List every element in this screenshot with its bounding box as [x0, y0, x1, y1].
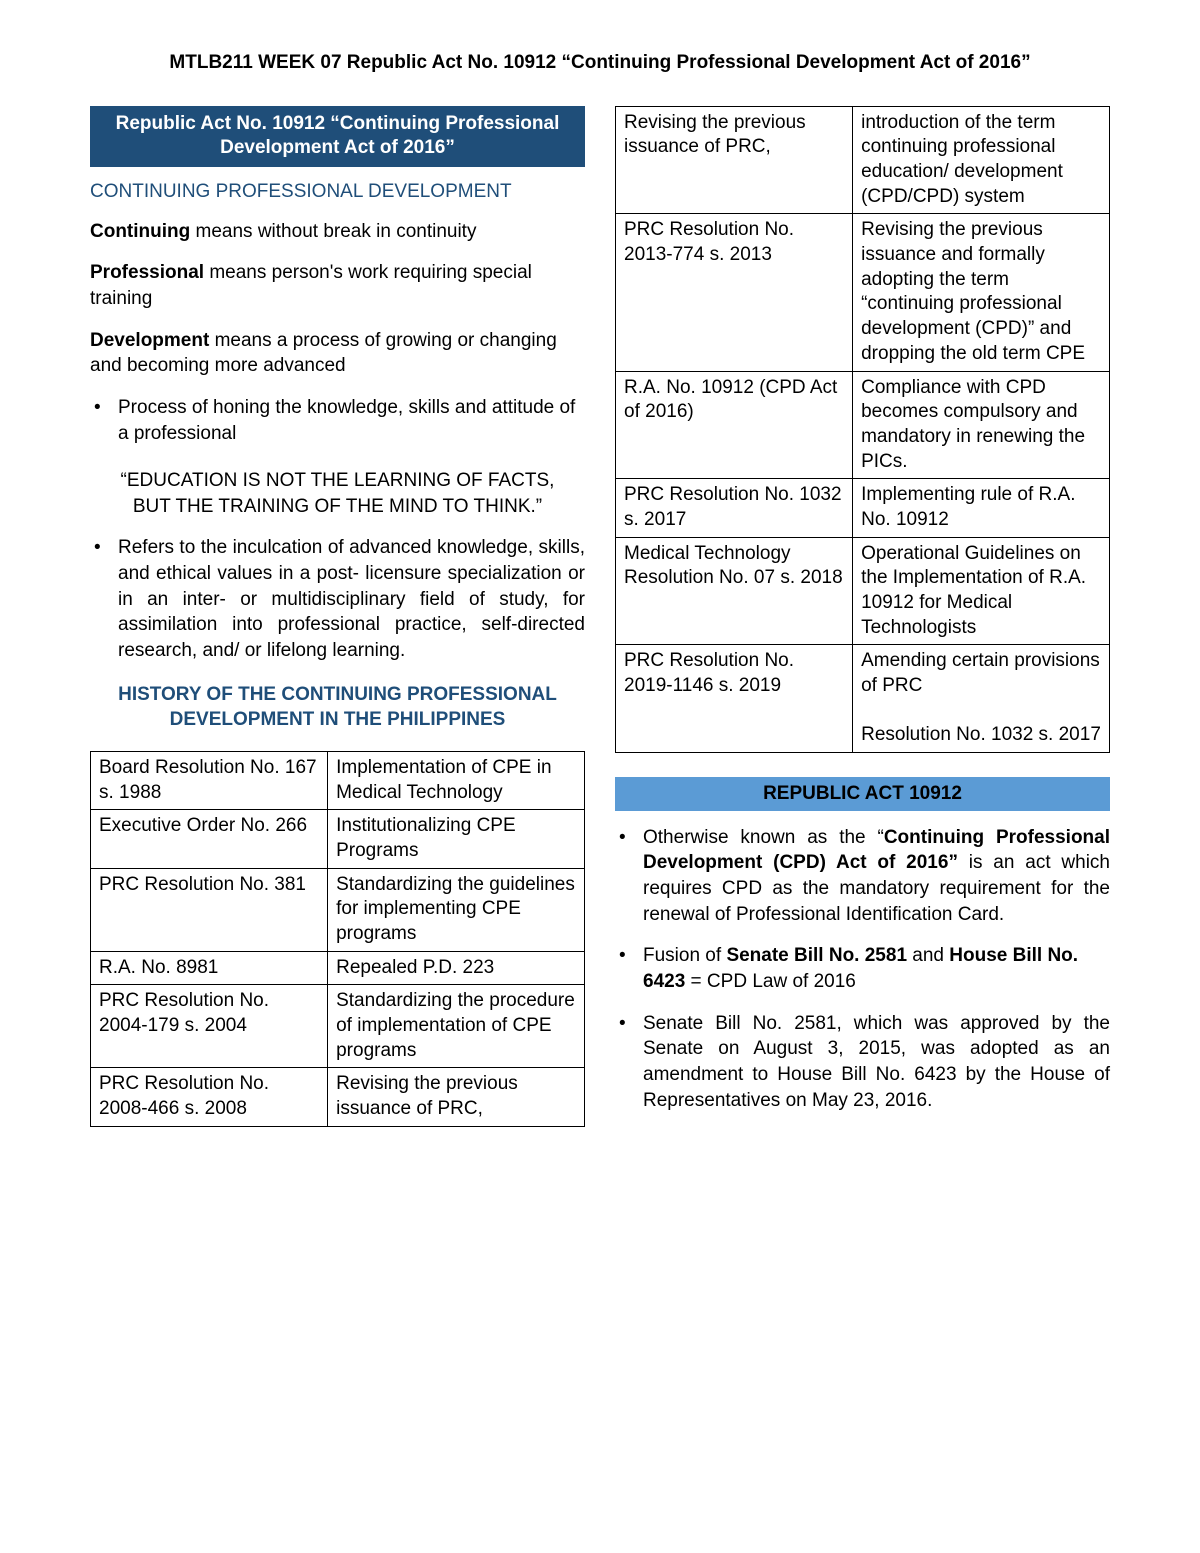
table-row: Medical Technology Resolution No. 07 s. …: [616, 537, 1110, 645]
table-cell: Medical Technology Resolution No. 07 s. …: [616, 537, 853, 645]
table-row: PRC Resolution No. 381Standardizing the …: [91, 868, 585, 951]
bullet-list-2: Refers to the inculcation of advanced kn…: [90, 535, 585, 663]
quote-education: “EDUCATION IS NOT THE LEARNING OF FACTS,…: [90, 468, 585, 519]
left-column: Republic Act No. 10912 “Continuing Profe…: [90, 106, 585, 1132]
bullet-process: Process of honing the knowledge, skills …: [118, 395, 585, 446]
table-cell: PRC Resolution No. 381: [91, 868, 328, 951]
def-continuing-text: means without break in continuity: [190, 221, 476, 242]
ra-bullet-2: Fusion of Senate Bill No. 2581 and House…: [643, 943, 1110, 994]
table-cell: Standardizing the guidelines for impleme…: [328, 868, 585, 951]
definition-development: Development means a process of growing o…: [90, 328, 585, 379]
ra-b2-mid: and: [907, 945, 949, 966]
right-column: Revising the previous issuance of PRC,in…: [615, 106, 1110, 1132]
title-banner: Republic Act No. 10912 “Continuing Profe…: [90, 106, 585, 167]
table-cell: Revising the previous issuance of PRC,: [328, 1068, 585, 1126]
table-row: R.A. No. 10912 (CPD Act of 2016)Complian…: [616, 371, 1110, 479]
table-cell: PRC Resolution No. 1032 s. 2017: [616, 479, 853, 537]
table-cell: Standardizing the procedure of implement…: [328, 985, 585, 1068]
ra-b2-post: = CPD Law of 2016: [685, 971, 856, 992]
table-row: Revising the previous issuance of PRC,in…: [616, 106, 1110, 214]
table-cell: Operational Guidelines on the Implementa…: [853, 537, 1110, 645]
table-row: R.A. No. 8981Repealed P.D. 223: [91, 951, 585, 985]
ra-banner: REPUBLIC ACT 10912: [615, 777, 1110, 811]
table-row: PRC Resolution No. 1032 s. 2017Implement…: [616, 479, 1110, 537]
bullet-list-1: Process of honing the knowledge, skills …: [90, 395, 585, 446]
table-cell: R.A. No. 8981: [91, 951, 328, 985]
table-row: PRC Resolution No. 2004-179 s. 2004Stand…: [91, 985, 585, 1068]
table-cell: Implementing rule of R.A. No. 10912: [853, 479, 1110, 537]
table-row: PRC Resolution No. 2008-466 s. 2008Revis…: [91, 1068, 585, 1126]
table-cell: Executive Order No. 266: [91, 810, 328, 868]
ra-b2-bold1: Senate Bill No. 2581: [726, 945, 907, 966]
table-cell: Revising the previous issuance and forma…: [853, 214, 1110, 371]
ra-bullet-3: Senate Bill No. 2581, which was approved…: [643, 1011, 1110, 1114]
section-heading-history: HISTORY OF THE CONTINUING PROFESSIONAL D…: [90, 682, 585, 733]
table-cell: introduction of the term continuing prof…: [853, 106, 1110, 214]
definition-continuing: Continuing means without break in contin…: [90, 219, 585, 245]
table-cell: Revising the previous issuance of PRC,: [616, 106, 853, 214]
ra-bullet-1: Otherwise known as the “Continuing Profe…: [643, 825, 1110, 928]
table-cell: PRC Resolution No. 2013-774 s. 2013: [616, 214, 853, 371]
table-cell: Board Resolution No. 167 s. 1988: [91, 751, 328, 809]
term-continuing: Continuing: [90, 221, 190, 242]
table-cell: Institutionalizing CPE Programs: [328, 810, 585, 868]
table-cell: Implementation of CPE in Medical Technol…: [328, 751, 585, 809]
table-cell: PRC Resolution No. 2008-466 s. 2008: [91, 1068, 328, 1126]
table-row: PRC Resolution No. 2019-1146 s. 2019Amen…: [616, 645, 1110, 753]
table-cell: R.A. No. 10912 (CPD Act of 2016): [616, 371, 853, 479]
table-row: Executive Order No. 266Institutionalizin…: [91, 810, 585, 868]
table-cell: Compliance with CPD becomes compulsory a…: [853, 371, 1110, 479]
two-column-layout: Republic Act No. 10912 “Continuing Profe…: [90, 106, 1110, 1132]
ra-b2-pre: Fusion of: [643, 945, 726, 966]
ra-b1-pre: Otherwise known as the “: [643, 827, 884, 848]
term-professional: Professional: [90, 262, 204, 283]
table-cell: Amending certain provisions of PRC Resol…: [853, 645, 1110, 753]
table-cell: PRC Resolution No. 2004-179 s. 2004: [91, 985, 328, 1068]
bullet-inculcation: Refers to the inculcation of advanced kn…: [118, 535, 585, 663]
table-row: Board Resolution No. 167 s. 1988Implemen…: [91, 751, 585, 809]
table-cell: Repealed P.D. 223: [328, 951, 585, 985]
definition-professional: Professional means person's work requiri…: [90, 260, 585, 311]
table-cell: PRC Resolution No. 2019-1146 s. 2019: [616, 645, 853, 753]
term-development: Development: [90, 330, 209, 351]
page-header: MTLB211 WEEK 07 Republic Act No. 10912 “…: [90, 50, 1110, 76]
section-heading-cpd: CONTINUING PROFESSIONAL DEVELOPMENT: [90, 179, 585, 205]
history-table-2: Revising the previous issuance of PRC,in…: [615, 106, 1110, 754]
ra-bullet-list: Otherwise known as the “Continuing Profe…: [615, 825, 1110, 1113]
table-row: PRC Resolution No. 2013-774 s. 2013Revis…: [616, 214, 1110, 371]
history-table-1: Board Resolution No. 167 s. 1988Implemen…: [90, 751, 585, 1127]
